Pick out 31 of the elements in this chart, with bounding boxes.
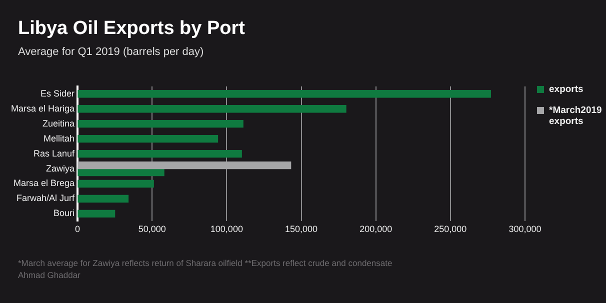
bar <box>78 194 129 203</box>
y-tick-label: Marsa el Brega <box>13 178 75 188</box>
bar <box>78 210 116 218</box>
x-tick-label: 250,000 <box>434 224 467 234</box>
bar <box>78 105 346 113</box>
bar <box>78 150 242 158</box>
chart-subtitle: Average for Q1 2019 (barrels per day) <box>18 46 204 58</box>
y-tick-label: Mellitah <box>44 133 75 144</box>
x-tick-label: 50,000 <box>138 224 166 234</box>
chart-title: Libya Oil Exports by Port <box>18 18 245 40</box>
text: *March average for Zawiya reflects return of Sharara oilfield **Exports reflect crude and condensate <box>18 258 392 270</box>
text: Ahmad Ghaddar <box>18 270 82 281</box>
x-tick-label: 300,000 <box>508 224 542 234</box>
bar <box>78 120 244 128</box>
y-tick-label: Ras Lanuf <box>33 148 76 158</box>
y-tick-label: Zawiya <box>46 163 75 174</box>
y-tick-label: Farwah/Al Jurf <box>16 193 76 204</box>
bar <box>78 90 492 98</box>
y-tick-label: Es Sider <box>40 88 75 98</box>
x-tick-label: 0 <box>75 224 80 234</box>
bar <box>78 134 218 143</box>
y-tick-label: Bouri <box>54 208 75 218</box>
y-tick-label: Zueitina <box>42 118 75 128</box>
x-tick-label: 150,000 <box>284 224 318 234</box>
x-tick-label: 200,000 <box>360 224 392 234</box>
y-tick-label: Marsa el Hariga <box>10 103 75 114</box>
bar <box>78 180 154 188</box>
legend-label: exports <box>549 84 584 95</box>
x-tick-label: 100,000 <box>210 224 243 234</box>
bar <box>78 161 292 170</box>
legend-label: *March2019 exports <box>549 105 603 127</box>
